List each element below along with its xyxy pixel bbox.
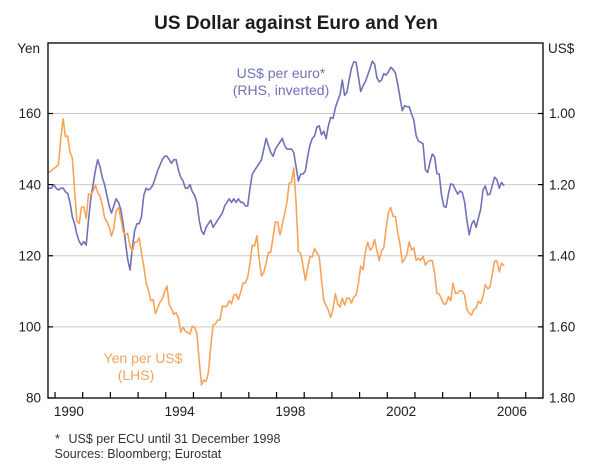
sources-text: Sources: Bloomberg; Eurostat — [55, 447, 222, 461]
footnote-text: US$ per ECU until 31 December 1998 — [69, 432, 281, 446]
x-axis-year-label: 1998 — [275, 404, 305, 419]
footnote-marker: * — [55, 432, 60, 446]
left-axis-tick-label: 120 — [18, 248, 41, 263]
euro-series-label: US$ per euro* — [237, 65, 326, 81]
euro-series-line — [48, 60, 505, 271]
left-axis-tick-label: 100 — [18, 320, 41, 335]
series-layer — [48, 60, 505, 386]
left-axis-tick-label: 160 — [18, 106, 41, 121]
euro-series-sublabel: (RHS, inverted) — [233, 82, 329, 98]
yen-series-label: Yen per US$ — [104, 350, 183, 366]
x-axis-year-label: 1994 — [165, 404, 196, 419]
left-axis-tick-label: 140 — [18, 177, 41, 192]
gridlines-layer — [48, 113, 543, 328]
x-axis-year-label: 2002 — [386, 404, 416, 419]
tick-labels-layer: 160 1.00 140 1.20 120 1.40 100 1.60 80 1.80 1990 19… — [18, 106, 575, 419]
right-axis-unit-label: US$ — [548, 41, 575, 56]
yen-series-sublabel: (LHS) — [118, 367, 155, 383]
right-axis-tick-label: 1.60 — [549, 320, 575, 335]
yen-series-line — [48, 118, 505, 386]
plot-frame — [47, 42, 544, 399]
left-axis-unit-label: Yen — [17, 41, 40, 56]
left-axis-tick-label: 80 — [26, 391, 41, 406]
right-axis-tick-label: 1.80 — [549, 391, 575, 406]
right-axis-tick-label: 1.40 — [549, 248, 575, 263]
chart-title: US Dollar against Euro and Yen — [154, 13, 438, 34]
x-axis-year-label: 2006 — [497, 404, 527, 419]
right-axis-tick-label: 1.20 — [549, 177, 575, 192]
x-axis-year-label: 1990 — [54, 404, 84, 419]
axes-frame-layer — [47, 42, 544, 399]
right-axis-tick-label: 1.00 — [549, 106, 575, 121]
